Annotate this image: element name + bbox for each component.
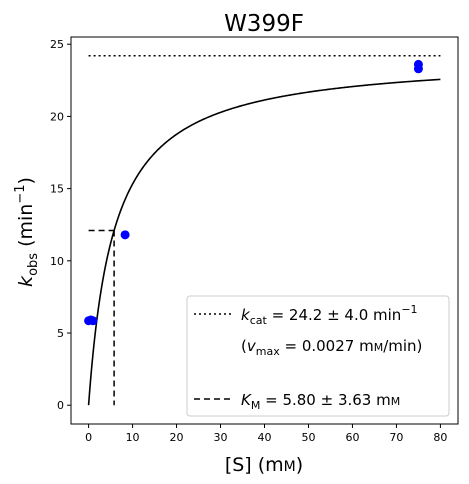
data-point bbox=[120, 230, 130, 240]
y-tick-label: 25 bbox=[50, 38, 64, 51]
legend: kcat = 24.2 ± 4.0 min−1 (vmax = 0.0027 m… bbox=[186, 295, 450, 417]
x-tick-label: 60 bbox=[345, 431, 359, 444]
y-axis-ticks: 0 5 10 15 20 25 bbox=[50, 38, 71, 412]
y-tick-label: 10 bbox=[50, 255, 64, 268]
x-tick-label: 80 bbox=[433, 431, 447, 444]
y-axis-label: kobs (min−1) bbox=[13, 177, 41, 287]
x-axis-label-unit: M bbox=[284, 459, 296, 475]
x-axis-ticks: 0 10 20 30 40 50 60 70 80 bbox=[85, 424, 447, 444]
y-tick-label: 5 bbox=[57, 327, 64, 340]
x-tick-label: 40 bbox=[258, 431, 272, 444]
x-axis-label: [S] (mM) bbox=[225, 454, 303, 476]
legend-km-entry: KM = 5.80 ± 3.63 mM bbox=[241, 391, 400, 412]
data-point bbox=[88, 316, 98, 326]
x-tick-label: 70 bbox=[389, 431, 403, 444]
x-tick-label: 50 bbox=[301, 431, 315, 444]
chart-title: W399F bbox=[224, 11, 304, 37]
x-tick-label: 30 bbox=[214, 431, 228, 444]
legend-box bbox=[186, 295, 450, 417]
data-points bbox=[84, 59, 423, 326]
legend-vmax-entry: (vmax = 0.0027 mM/min) bbox=[241, 337, 422, 358]
data-point bbox=[413, 59, 423, 69]
y-tick-label: 0 bbox=[57, 399, 64, 412]
y-tick-label: 15 bbox=[50, 183, 64, 196]
x-tick-label: 10 bbox=[126, 431, 140, 444]
x-tick-label: 0 bbox=[85, 431, 92, 444]
michaelis-menten-fit-curve bbox=[87, 78, 441, 406]
y-tick-label: 20 bbox=[50, 110, 64, 123]
x-tick-label: 20 bbox=[170, 431, 184, 444]
legend-kcat-entry: kcat = 24.2 ± 4.0 min−1 bbox=[241, 303, 418, 327]
